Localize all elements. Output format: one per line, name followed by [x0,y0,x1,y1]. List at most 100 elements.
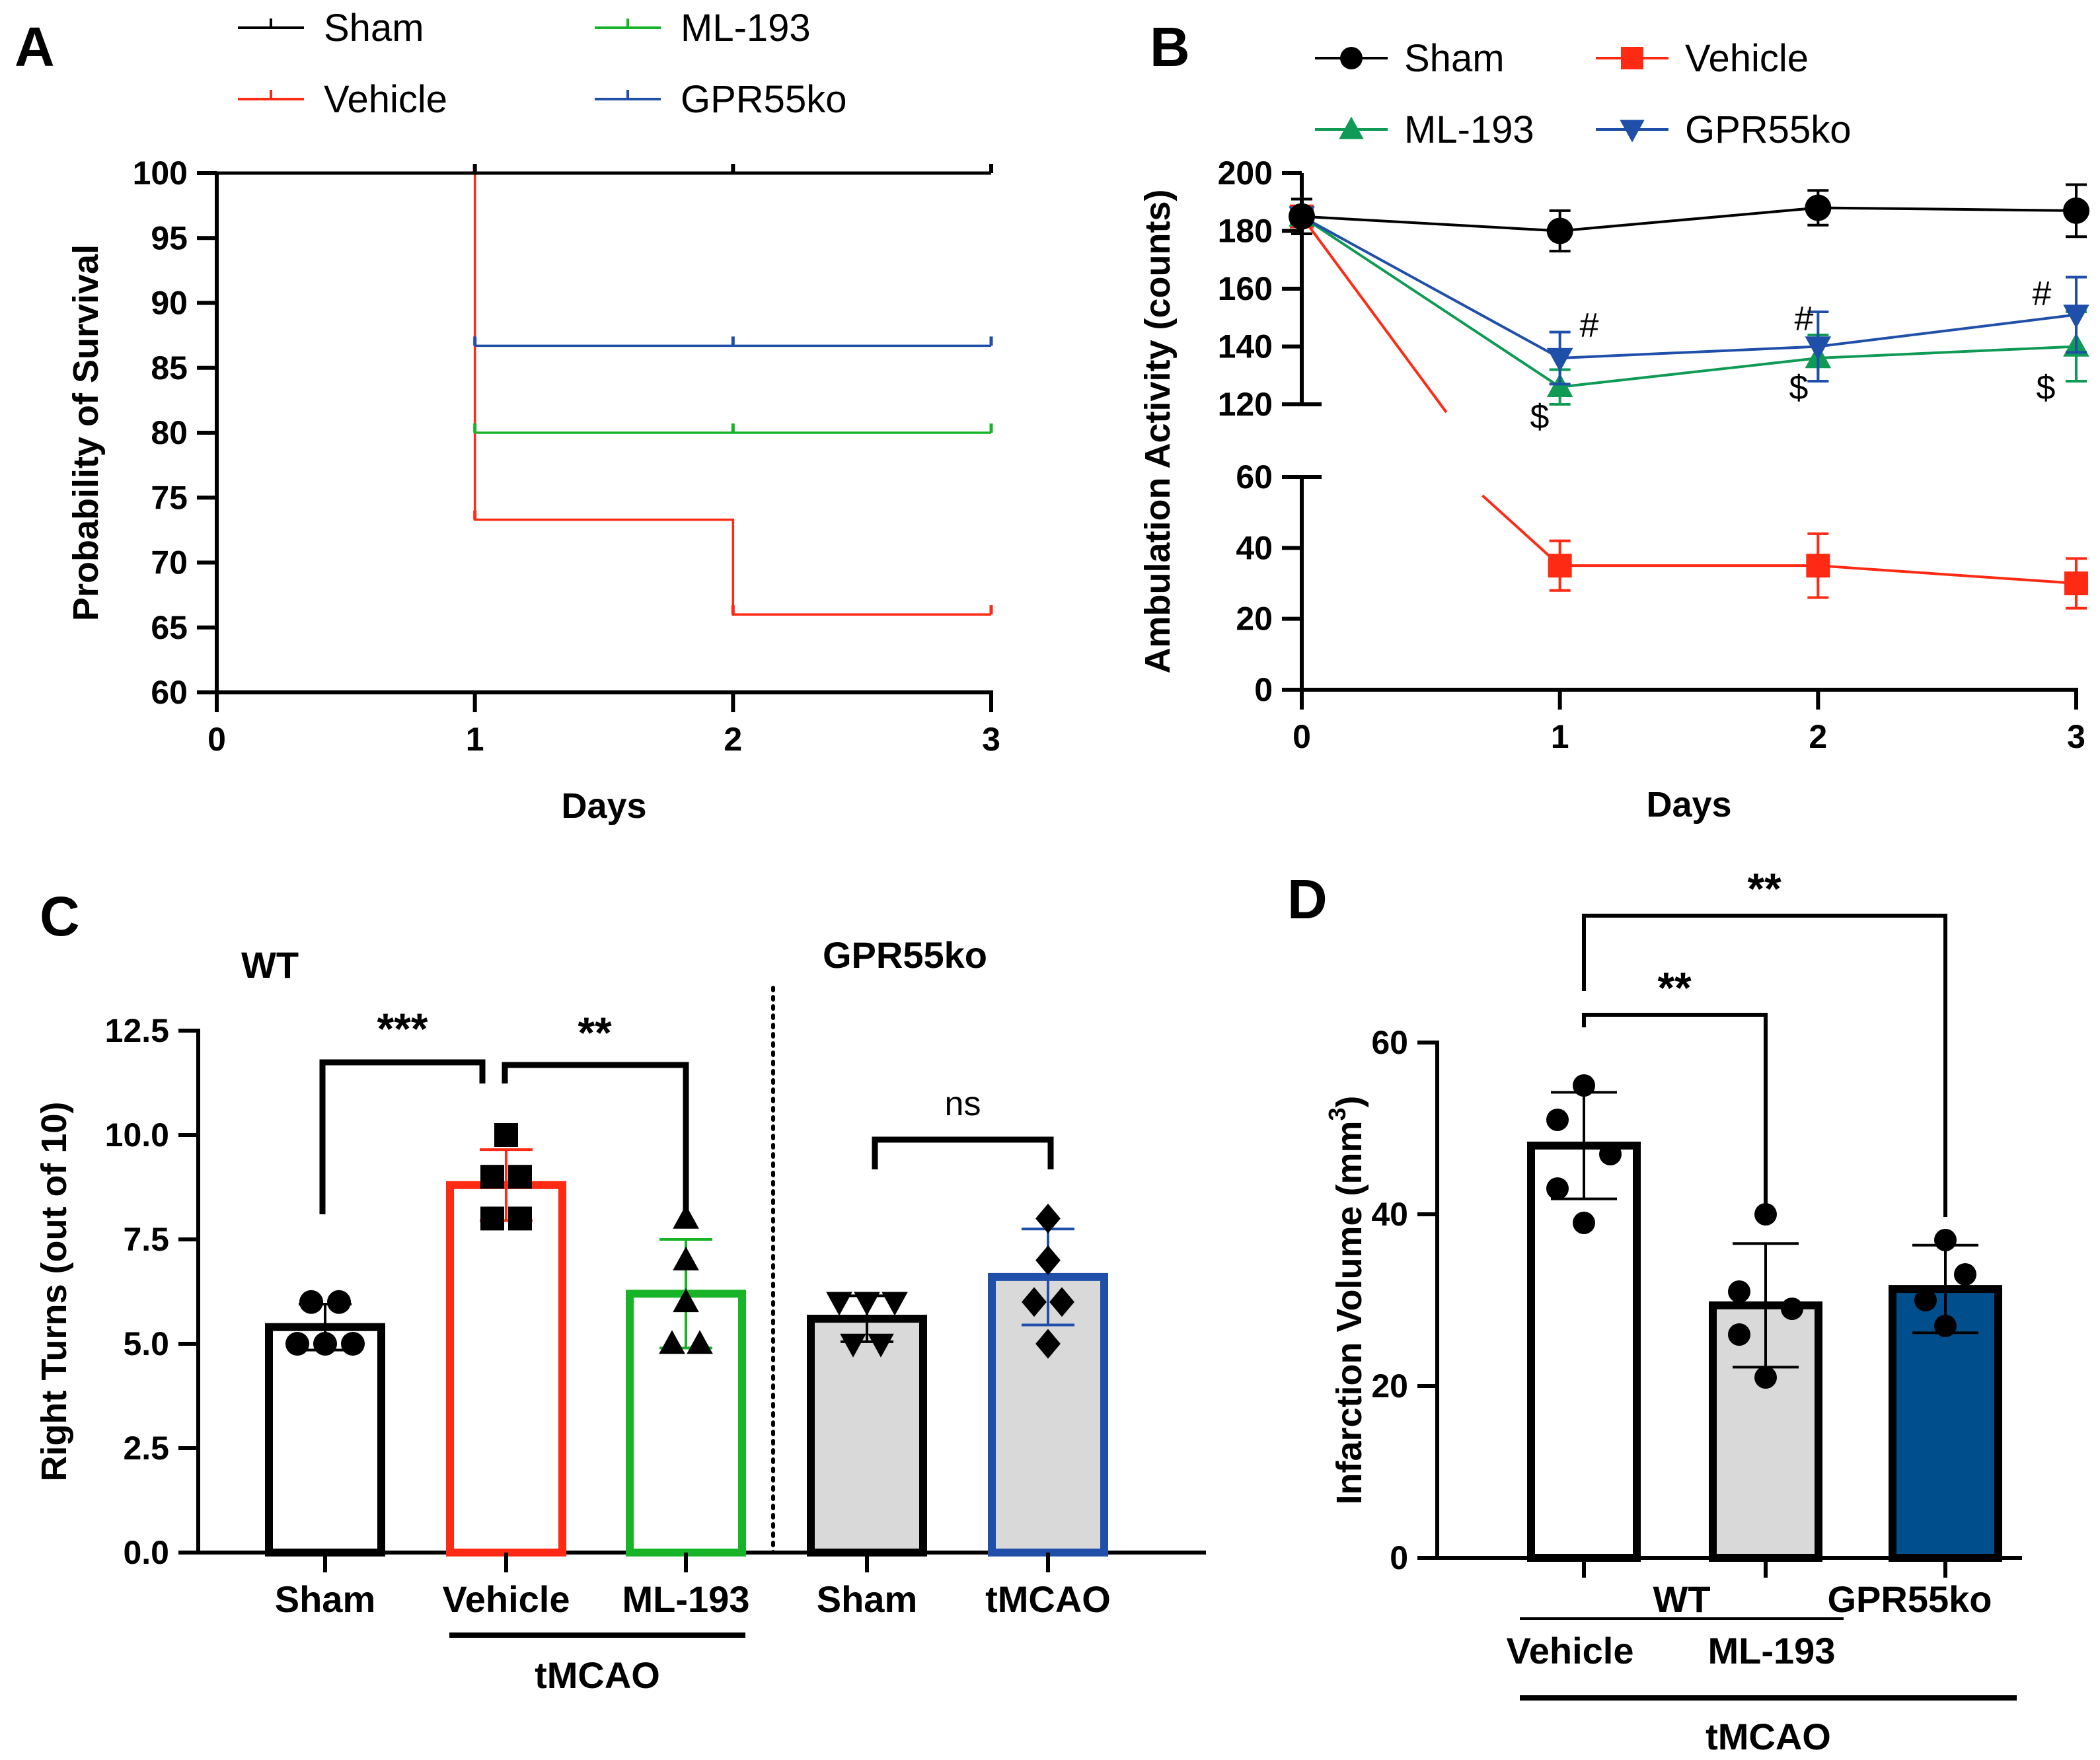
panel-d-ytick-label-3: 60 [1371,1024,1408,1061]
panel-c-point-0-3 [299,1290,323,1314]
panel-c-point-3-4 [881,1292,908,1316]
panel-d-sig-label-0: ** [1657,963,1692,1012]
panel-d-ytick-label-0: 0 [1390,1539,1408,1576]
panel-c-point-1-4 [494,1123,518,1147]
panel-c-bar-0 [265,1323,385,1557]
panel-a-ytick-label-0: 60 [151,674,188,711]
panel-b-ytick-lower-label-3: 60 [1236,458,1273,495]
panel-b-annotation-0: # [1580,307,1599,345]
panel-c-category-1: Vehicle [442,1578,570,1620]
series-line-vehicle-a [1300,215,1448,414]
panel-c-sig-bracket-1 [502,1062,689,1217]
series-line-gpr55ko [1301,215,2077,360]
panel-c-point-0-4 [327,1290,351,1314]
panel-b-ytick-lower-label-0: 0 [1254,671,1273,708]
panel-c-sig-label-0: *** [377,1004,428,1053]
panel-d-point-1-3 [1728,1280,1750,1303]
panel-a-ytick-label-5: 85 [151,349,188,386]
panel-c-ytick-label-3: 7.5 [123,1221,169,1258]
panel-d-sig-bracket-0 [1582,1013,1768,1212]
panel-c-point-0-1 [313,1332,337,1356]
legend-b-marker-0 [1340,47,1363,69]
panel-b-ytick-upper-label-4: 200 [1218,155,1273,192]
panel-c-ytick-label-2: 5.0 [123,1325,169,1362]
panel-c-point-3-3 [854,1292,880,1316]
panel-b-annotation-1: # [1795,300,1814,338]
panel-c-point-2-2 [673,1288,699,1313]
panel-c-point-4-2 [1049,1287,1074,1317]
point-gpr55ko-2 [1805,336,1832,361]
panel-d-ytick-label-2: 40 [1371,1196,1408,1233]
panel-b-ylabel: Ambulation Activity (counts) [1138,189,1178,673]
panel-d-tmcao-label: tMCAO [1706,1716,1831,1757]
panel-d-ytick-label-1: 20 [1371,1368,1408,1405]
legend-b-label-1: Vehicle [1685,37,1809,80]
legend-b-label-3: GPR55ko [1685,108,1851,151]
panel-c-category-3: Sham [817,1578,918,1620]
legend-b-label-0: Sham [1404,37,1505,80]
panel-d-point-0-2 [1599,1143,1622,1165]
panel-b-letter: B [1150,16,1190,78]
panel-b-ytick-upper-label-3: 180 [1218,213,1273,250]
panel-c-tmcao-label: tMCAO [535,1654,660,1696]
panel-b-ytick-lower-label-1: 20 [1236,601,1273,638]
panel-c-point-2-0 [659,1330,685,1354]
panel-d-point-2-2 [1954,1263,1976,1286]
panel-c-letter: C [40,885,80,947]
panel-c-point-2-3 [673,1246,699,1270]
panel-d-point-1-1 [1728,1323,1750,1346]
panel-d-point-2-3 [1934,1229,1957,1251]
legend-a-label-2: ML-193 [681,7,811,50]
panel-c-point-1-0 [480,1206,504,1231]
panel-c-bar-3 [807,1315,927,1557]
panel-d-ylabel-main: Infarction Volume (mm [1330,1120,1369,1504]
panel-d-bar-0 [1527,1142,1641,1562]
panel-c-point-4-4 [1035,1203,1061,1233]
panel-a-ytick-label-7: 95 [151,219,188,256]
panel-c-point-3-1 [868,1333,894,1358]
panel-d-sig-bracket-1 [1582,914,1947,1217]
panel-c-ytick-label-0: 0.0 [123,1534,169,1571]
legend-b-marker-1 [1621,47,1643,69]
panel-d-ko-label: GPR55ko [1828,1578,1992,1620]
panel-d-ylabel-sup: 3 [1324,1107,1351,1120]
panel-b-ytick-lower-label-2: 40 [1236,529,1273,566]
panel-a-xlabel: Days [561,786,646,826]
panel-a-ytick-label-4: 80 [151,414,188,451]
panel-c-point-3-2 [826,1292,852,1316]
panel-d-sig-label-1: ** [1747,864,1781,913]
point-vehicle-1 [1548,554,1572,578]
panel-c-point-4-1 [1022,1287,1047,1317]
panel-a-ytick-label-3: 75 [151,479,188,516]
panel-c-sig-bracket-2 [872,1136,1054,1169]
panel-b-xtick-label-0: 0 [1293,718,1311,755]
panel-a-ylabel: Probability of Survival [66,244,106,621]
panel-c-point-0-0 [285,1332,309,1356]
panel-a-ytick-label-1: 65 [151,609,188,646]
panel-d-wt-label: WT [1653,1578,1710,1620]
panel-c-point-1-1 [508,1206,532,1231]
point-sham-0 [1289,203,1315,230]
panel-d-point-1-0 [1754,1366,1777,1389]
legend-a-label-0: Sham [324,7,424,50]
panel-d-point-1-4 [1754,1203,1777,1226]
point-gpr55ko-3 [2063,305,2089,329]
point-vehicle-2 [1806,554,1830,578]
panel-b-annotation-5: $ [2037,369,2056,407]
legend-b-label-2: ML-193 [1404,108,1534,151]
panel-c-ylabel: Right Turns (out of 10) [34,1102,74,1482]
survival-curve-vehicle [473,173,991,616]
panel-c-ytick-label-4: 10.0 [105,1117,169,1154]
panel-c-point-1-3 [508,1165,532,1189]
panel-d-point-0-1 [1546,1177,1569,1200]
panel-c-sig-label-2: ns [945,1085,981,1123]
panel-d-point-0-4 [1573,1074,1595,1097]
panel-d-point-2-0 [1934,1315,1957,1337]
legend-a-label-3: GPR55ko [681,78,846,121]
panel-b-xlabel: Days [1646,785,1731,825]
panel-b-ytick-upper-label-2: 160 [1218,270,1273,307]
panel-c-sig-bracket-0 [319,1059,486,1214]
panel-a-ytick-label-6: 90 [151,285,188,322]
panel-a-xtick-label-0: 0 [207,721,226,758]
